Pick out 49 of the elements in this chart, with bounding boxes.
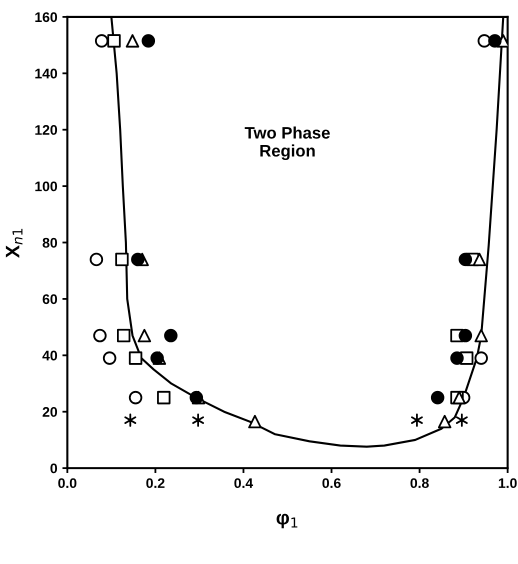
point	[150, 351, 164, 365]
point	[430, 390, 444, 404]
y-tick-label: 140	[35, 68, 58, 78]
point	[456, 413, 468, 427]
point	[131, 252, 145, 266]
point	[128, 351, 142, 365]
point	[458, 252, 472, 266]
x-tick-label: 0.4	[234, 478, 254, 488]
y-tick-label: 20	[42, 407, 58, 417]
x-tick-label: 0.8	[410, 478, 429, 488]
point	[164, 328, 178, 342]
point	[94, 34, 108, 48]
point	[192, 413, 204, 427]
point	[438, 414, 452, 428]
point	[488, 34, 502, 48]
point	[126, 34, 140, 48]
point	[116, 328, 130, 342]
point	[93, 328, 107, 342]
point	[102, 351, 116, 365]
point	[128, 390, 142, 404]
point	[474, 328, 488, 342]
x-tick-label: 0.2	[146, 478, 164, 488]
x-axis-title: φ$_{1}$	[276, 514, 298, 528]
point	[107, 34, 121, 48]
point	[90, 252, 104, 266]
point	[411, 413, 423, 427]
point	[124, 413, 136, 427]
point	[248, 414, 262, 428]
x-tick-label: 0.6	[322, 478, 341, 488]
point	[478, 34, 492, 48]
point	[474, 351, 488, 365]
x-tick-label: 0.0	[58, 478, 76, 488]
y-tick-label: 0	[50, 463, 58, 474]
y-tick-label: 100	[35, 181, 58, 192]
y-tick-label: 80	[42, 238, 58, 248]
point	[472, 252, 486, 266]
y-tick-label: 160	[35, 12, 58, 22]
y-axis-title: X$_{n1}$	[6, 228, 22, 258]
point	[115, 252, 129, 266]
point	[450, 351, 464, 365]
y-tick-label: 120	[35, 125, 58, 135]
point	[138, 328, 152, 342]
y-tick-label: 60	[42, 294, 58, 304]
y-tick-label: 40	[42, 350, 58, 360]
x-tick-label: 1.0	[498, 478, 517, 488]
point	[458, 328, 472, 342]
point	[142, 34, 156, 48]
annotation: Two Phase Region	[244, 126, 330, 160]
point	[157, 390, 170, 404]
